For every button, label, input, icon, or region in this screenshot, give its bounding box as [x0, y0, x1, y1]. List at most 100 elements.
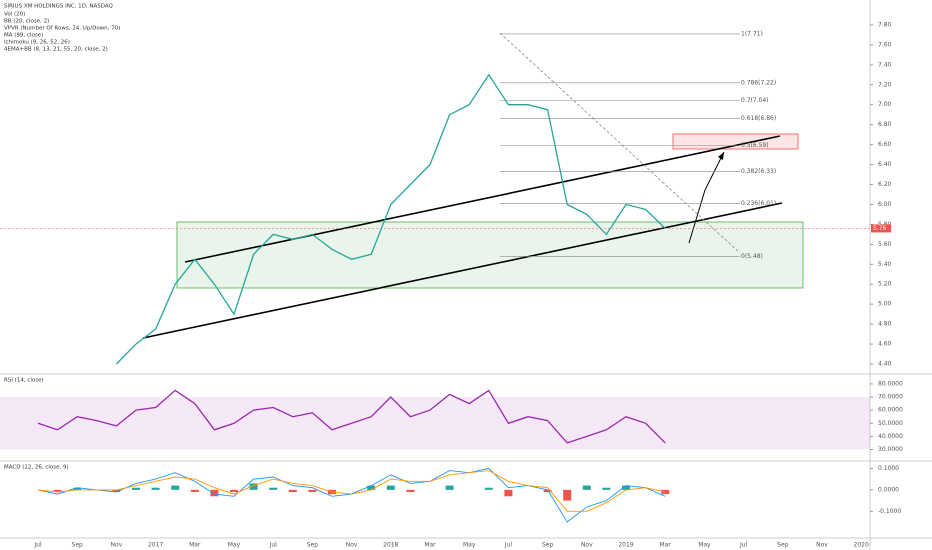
x-tick-label: 2017 — [148, 542, 163, 549]
indicator-label: BB (20, close, 2) — [4, 19, 49, 25]
x-tick-label: Jul — [33, 542, 42, 549]
series-line — [37, 389, 666, 444]
x-tick-label: Mar — [424, 542, 436, 549]
y-tick-label: 30.0000 — [878, 446, 903, 453]
x-tick-label: Mar — [660, 542, 672, 549]
histogram-bar — [622, 485, 630, 490]
x-tick-label: 2019 — [618, 542, 633, 549]
histogram-bar — [73, 487, 82, 490]
histogram-bar — [386, 485, 395, 490]
upper-trendline — [184, 135, 781, 263]
histogram-bar — [288, 489, 297, 492]
histogram-bar — [210, 489, 219, 497]
x-tick-label: May — [463, 542, 476, 549]
fib-label: 0(5.48) — [741, 253, 763, 260]
x-tick-label: 2018 — [383, 542, 398, 549]
x-tick-label: May — [228, 542, 241, 549]
histogram-bar — [484, 487, 493, 490]
y-tick-label: 4.40 — [878, 361, 892, 368]
projection-arrow — [688, 151, 725, 244]
y-tick-label: 5.00 — [878, 301, 892, 308]
histogram-bar — [132, 487, 140, 490]
histogram-bar — [367, 485, 376, 490]
y-tick-label: 6.00 — [878, 201, 892, 208]
indicator-label: Ichimoku (9, 26, 52, 26) — [4, 40, 70, 46]
fib-label: 0.236(6.01) — [741, 200, 776, 207]
symbol-title: SIRIUS XM HOLDINGS INC, 1D, NASDAQ — [4, 4, 114, 10]
x-tick-label: Sep — [777, 542, 789, 549]
x-tick-label: Jul — [504, 542, 513, 549]
x-tick-label: Nov — [111, 542, 123, 549]
y-tick-label: 4.80 — [878, 321, 892, 328]
histogram-bar — [406, 489, 415, 492]
y-tick-label: 7.60 — [878, 41, 892, 48]
y-tick-label: 4.60 — [878, 341, 892, 348]
fib-label: 0.786(7.22) — [741, 79, 776, 86]
rsi-title: RSI (14, close) — [4, 378, 44, 384]
x-tick-label: 2020 — [854, 542, 869, 549]
y-tick-label: 7.00 — [878, 101, 892, 108]
price-tag — [871, 224, 891, 233]
y-tick-label: 50.0000 — [878, 420, 903, 427]
price-tag-label: 5.76 — [873, 225, 887, 232]
lower-trendline — [142, 202, 783, 339]
rsi-band — [0, 397, 870, 450]
fib-label: 0.5(6.59) — [741, 142, 769, 149]
y-tick-label: 6.40 — [878, 161, 892, 168]
y-tick-label: -0.1000 — [878, 508, 901, 515]
histogram-bar — [190, 489, 199, 492]
histogram-bar — [112, 489, 121, 492]
y-tick-label: 7.40 — [878, 61, 892, 68]
histogram-bar — [504, 489, 513, 497]
x-tick-label: Sep — [307, 542, 319, 549]
series-line — [115, 73, 666, 365]
y-tick-label: 70.0000 — [878, 394, 903, 401]
y-tick-label: 0.0000 — [878, 486, 899, 493]
histogram-bar — [308, 489, 317, 492]
histogram-bar — [582, 485, 591, 490]
histogram-bar — [445, 485, 454, 490]
y-tick-label: 5.40 — [878, 261, 892, 268]
y-tick-label: 7.20 — [878, 81, 892, 88]
histogram-bar — [563, 489, 572, 501]
histogram-bar — [543, 489, 552, 492]
y-tick-label: 5.60 — [878, 241, 892, 248]
y-tick-label: 6.80 — [878, 121, 892, 128]
series-line — [37, 470, 666, 512]
x-tick-label: Nov — [346, 542, 358, 549]
indicator-label: MA (99, close) — [4, 33, 43, 39]
x-tick-label: Nov — [581, 542, 593, 549]
arrow-head — [718, 152, 724, 160]
indicator-label: VPVR (Number Of Rows, 24, Up/Down, 70) — [4, 26, 120, 32]
y-tick-label: 40.0000 — [878, 433, 903, 440]
histogram-bar — [249, 483, 258, 490]
fib-trend — [499, 32, 741, 254]
histogram-bar — [269, 487, 278, 490]
fib-label: 0.382(6.33) — [741, 168, 776, 175]
histogram-bar — [171, 485, 180, 490]
histogram-bar — [230, 489, 238, 492]
y-tick-label: 7.80 — [878, 21, 892, 28]
x-tick-label: Sep — [542, 542, 554, 549]
y-tick-label: 60.0000 — [878, 407, 903, 414]
target-zone — [672, 133, 799, 150]
support-zone — [176, 221, 804, 289]
x-tick-label: Sep — [72, 542, 84, 549]
indicator-label: 4EMA+BB (8, 13, 21, 55, 20, close, 2) — [4, 47, 108, 53]
y-tick-label: 6.20 — [878, 181, 892, 188]
histogram-bar — [53, 489, 62, 492]
fib-label: 0.618(6.86) — [741, 115, 776, 122]
macd-title: MACD (12, 26, close, 9) — [4, 465, 69, 471]
y-tick-label: 6.60 — [878, 141, 892, 148]
histogram-bar — [151, 487, 160, 490]
x-tick-label: Mar — [189, 542, 201, 549]
x-tick-label: Jul — [739, 542, 748, 549]
histogram-bar — [602, 487, 611, 490]
y-tick-label: 0.1000 — [878, 465, 899, 472]
y-tick-label: 80.0000 — [878, 380, 903, 387]
x-tick-label: May — [698, 542, 711, 549]
fib-label: 0.7(7.04) — [741, 97, 769, 104]
y-tick-label: 5.20 — [878, 281, 892, 288]
